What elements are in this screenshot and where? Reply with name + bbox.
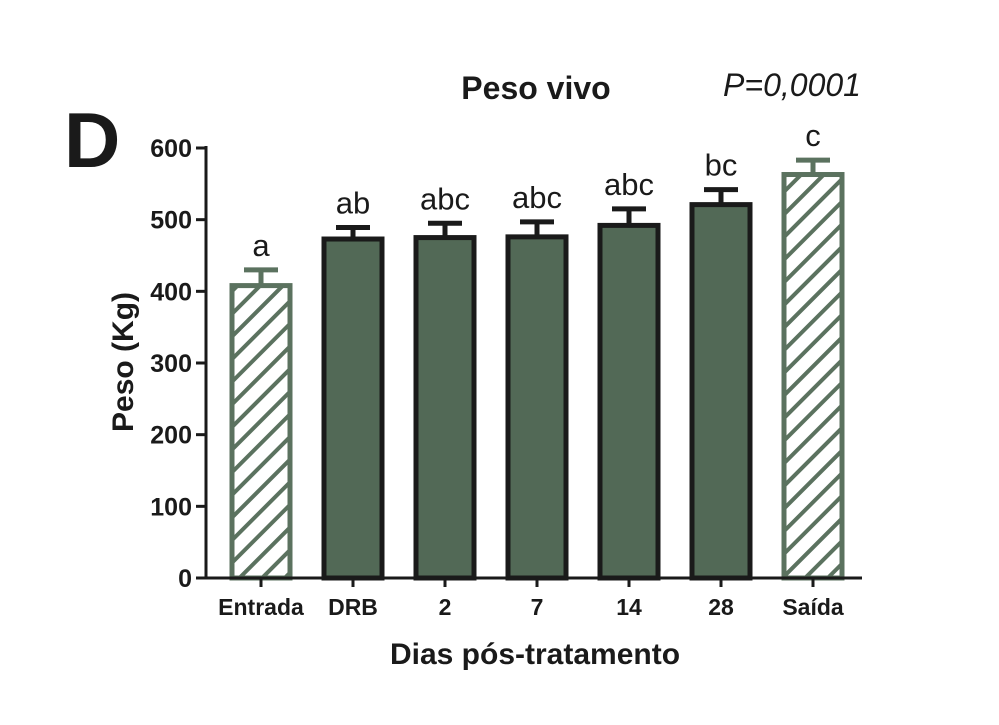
bar-0: [229, 283, 293, 581]
y-tick-label-2: 200: [150, 422, 192, 450]
x-tick-label-5: 28: [708, 594, 734, 620]
x-tick-label-2: 2: [439, 594, 452, 620]
significance-label-0: a: [252, 228, 270, 263]
x-axis: Entrada DRB 2 7 14 28 Saída: [204, 576, 862, 620]
bar-1: [321, 236, 385, 581]
y-axis: 0 100 200 300 400 500 600: [150, 135, 208, 593]
panel-label: D: [64, 96, 120, 184]
bar-4: [597, 222, 661, 581]
p-value-annotation: P=0,0001: [723, 67, 861, 103]
x-tick-label-1: DRB: [328, 594, 378, 620]
significance-label-3: abc: [512, 180, 562, 215]
x-tick-label-3: 7: [531, 594, 544, 620]
chart-title: Peso vivo: [461, 70, 610, 106]
x-tick-label-0: Entrada: [218, 594, 304, 620]
error-bars-group: [244, 157, 830, 286]
bar-5: [689, 202, 753, 581]
x-tick-label-4: 14: [616, 594, 642, 620]
y-axis-label: Peso (Kg): [107, 292, 140, 432]
significance-labels-group: a ab abc abc abc bc c: [252, 118, 820, 263]
x-axis-label: Dias pós-tratamento: [390, 638, 680, 671]
bar-2: [413, 235, 477, 581]
significance-label-4: abc: [604, 167, 654, 202]
y-tick-label-4: 400: [150, 278, 192, 306]
bar-6: [781, 172, 845, 581]
y-tick-label-1: 100: [150, 493, 192, 521]
x-tick-label-6: Saída: [782, 594, 844, 620]
y-tick-label-6: 600: [150, 135, 192, 163]
y-tick-label-3: 300: [150, 350, 192, 378]
bar-3: [505, 234, 569, 581]
significance-label-1: ab: [336, 186, 370, 221]
y-tick-label-0: 0: [178, 565, 192, 593]
significance-label-2: abc: [420, 181, 470, 216]
significance-label-5: bc: [705, 148, 738, 183]
significance-label-6: c: [805, 118, 821, 153]
y-tick-label-5: 500: [150, 207, 192, 235]
